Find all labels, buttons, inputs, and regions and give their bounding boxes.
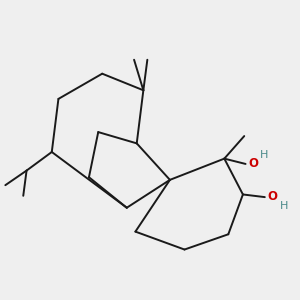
Text: O: O <box>248 157 258 170</box>
Text: O: O <box>268 190 278 203</box>
Text: H: H <box>260 150 269 160</box>
Text: H: H <box>279 201 288 211</box>
